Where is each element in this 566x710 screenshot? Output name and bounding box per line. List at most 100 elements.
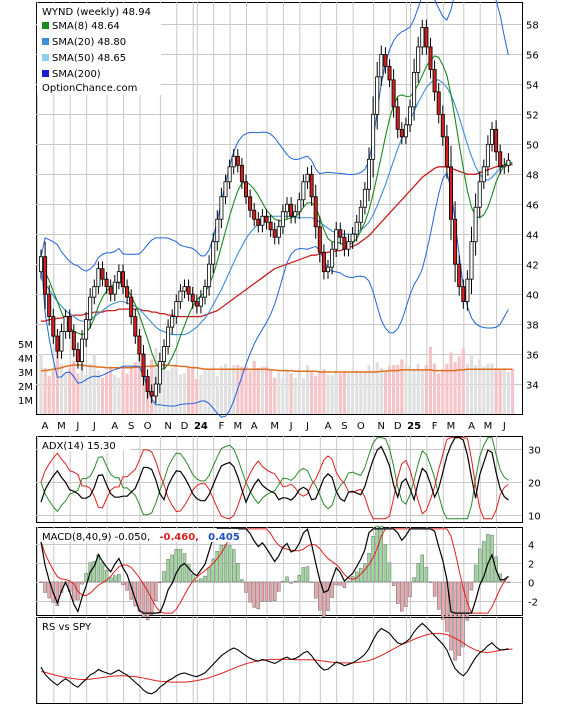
x-label-20: D [394,421,402,432]
candle-body-8 [71,331,76,350]
volume-bar-94 [424,365,428,414]
candle-body-48 [235,155,240,166]
volume-bar-64 [301,377,305,414]
macd-hist-bar-10 [80,581,84,585]
price-tick-9: 52 [526,111,539,122]
macd-hist-bar-67 [314,581,318,599]
macd-hist-bar-56 [268,581,273,602]
candle-body-44 [219,196,224,220]
volume-bar-107 [478,359,482,414]
x-label-21: 25 [407,421,421,432]
volume-bar-87 [396,365,400,414]
macd-hist-bar-109 [486,534,490,583]
candle-body-76 [350,233,355,243]
volume-tick-1: 2M [18,382,33,393]
volume-bar-69 [322,369,326,414]
volume-bar-77 [355,370,359,414]
volume-bar-18 [113,374,117,414]
candle-body-54 [260,215,265,226]
candle-body-94 [424,27,429,48]
volume-bar-70 [326,374,330,414]
volume-bar-39 [199,374,203,414]
rs-lines [40,622,513,695]
volume-bar-53 [256,367,260,414]
legend-sma50: SMA(50) 48.65 [52,53,126,64]
volume-bar-57 [273,377,277,414]
macd-hist-bar-28 [154,581,158,602]
volume-bar-75 [346,373,351,414]
volume-bar-66 [310,370,314,414]
volume-bar-71 [330,374,334,414]
macd-hist-bar-1 [43,581,47,593]
volume-bar-113 [502,367,506,414]
macd-tick-3: 4 [528,541,534,552]
candle-body-60 [284,203,289,213]
macd-hist-bar-42 [211,558,215,583]
macd-hist-bar-47 [231,549,236,583]
price-tick-10: 54 [526,81,539,92]
macd-hist-bar-21 [125,581,129,591]
volume-bar-60 [285,370,289,414]
volume-bar-85 [387,366,392,414]
candle-body-107 [477,181,482,208]
adx-tick-0: 10 [528,512,541,523]
price-tick-2: 38 [526,321,539,332]
volume-bar-23 [133,362,137,414]
volume-bar-72 [334,370,338,414]
candle-body-3 [51,316,56,337]
macd-hist-bar-35 [182,553,187,583]
volume-bar-56 [269,370,273,414]
price-tick-8: 50 [526,141,539,152]
x-label-0: A [42,421,49,432]
macd-hist-bar-81 [371,535,375,583]
price-tick-6: 46 [526,201,539,212]
candle-body-95 [428,46,433,70]
candle-body-31 [166,326,171,347]
volume-bar-112 [498,369,502,414]
x-label-25: M [484,421,493,432]
price-tick-3: 40 [526,291,539,302]
volume-bar-44 [219,366,223,414]
volume-bar-110 [490,363,494,414]
volume-bar-83 [379,367,383,414]
macd-hist-bar-59 [281,581,285,583]
price-axis: 34 36 38 40 42 44 46 48 50 52 54 56 58 [526,21,539,392]
sma50-line [41,163,513,322]
volume-bar-81 [371,370,375,414]
candle-body-72 [334,229,339,250]
volume-bar-93 [420,369,424,414]
volume-bar-51 [248,370,252,414]
volume-bar-89 [404,365,408,414]
volume-bar-42 [211,366,215,414]
volume-bar-98 [441,369,445,414]
macd-hist-bar-112 [498,573,502,583]
candle-body-16 [104,278,109,288]
x-label-10: F [219,421,225,432]
volume-bar-12 [88,363,92,414]
candle-body-112 [498,151,503,168]
macd-hist-bar-51 [248,581,252,603]
macd-hist-bar-40 [203,575,207,583]
candle-body-91 [412,72,417,108]
adx-line [40,437,509,504]
candle-body-58 [276,226,281,238]
candle-body-46 [227,166,232,183]
macd-hist-bar-8 [72,581,76,601]
macd-hist-bar-93 [420,554,424,583]
volume-bar-115 [510,369,515,414]
candle-body-92 [416,46,421,73]
macd-label-bg [38,529,238,542]
volume-bar-73 [338,373,342,414]
volume-bar-7 [68,367,72,414]
candle-body-14 [96,268,101,288]
volume-bar-65 [305,365,310,414]
macd-hist-bar-58 [277,581,281,592]
candle-body-90 [407,106,412,126]
macd-hist-bar-100 [449,581,453,651]
candle-body-11 [84,319,89,340]
candle-body-34 [178,290,183,303]
macd-hist-bar-87 [396,581,400,604]
candle-body-2 [47,293,52,318]
macd-hist-bar-66 [309,581,314,583]
volume-bar-67 [314,376,318,414]
